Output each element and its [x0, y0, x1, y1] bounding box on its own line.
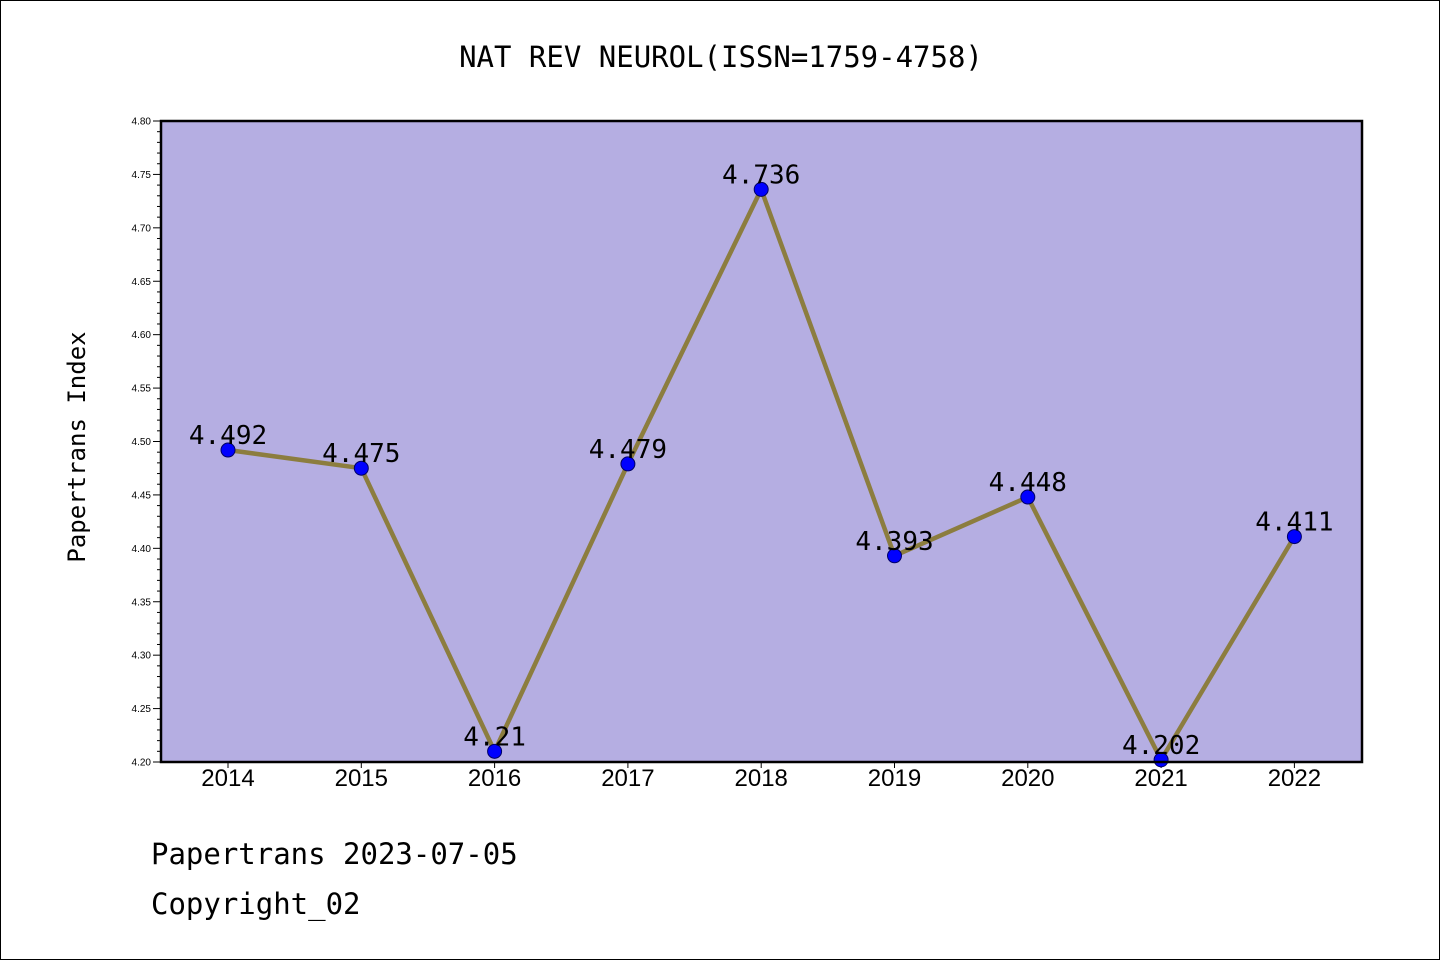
data-label-2014: 4.492: [189, 421, 267, 451]
plot-area: [161, 121, 1362, 762]
y-tick-label: 4.25: [132, 704, 152, 715]
y-tick-label: 4.40: [132, 544, 152, 555]
data-label-2016: 4.21: [463, 722, 526, 752]
data-label-2015: 4.475: [322, 439, 400, 469]
x-tick-label: 2020: [1001, 765, 1054, 792]
y-axis-label: Papertrans Index: [63, 331, 91, 562]
markers-group: [220, 181, 1302, 768]
y-tick-label: 4.45: [132, 490, 152, 501]
data-label-2021: 4.202: [1122, 731, 1200, 761]
data-point-2016: [487, 743, 503, 759]
data-point-2015: [353, 460, 369, 476]
x-tick-label: 2014: [201, 765, 254, 792]
data-label-2019: 4.393: [855, 527, 933, 557]
footer-date: Papertrans 2023-07-05: [151, 837, 518, 871]
data-labels-group: 4.492 4.475 4.21 4.479 4.736 4.393 4.448 4.202 4…: [189, 160, 1334, 760]
x-tick-label: 2018: [735, 765, 788, 792]
x-tick-label: 2016: [468, 765, 521, 792]
data-point-2021: [1153, 752, 1169, 768]
data-point-2014: [220, 442, 236, 458]
data-label-2022: 4.411: [1255, 508, 1333, 538]
data-point-2020: [1020, 489, 1036, 505]
x-tick-label: 2015: [335, 765, 388, 792]
y-tick-label: 4.30: [132, 651, 152, 662]
y-tick-label: 4.80: [132, 117, 152, 128]
data-point-2018: [753, 181, 769, 197]
y-tick-label: 4.35: [132, 597, 152, 608]
data-label-2018: 4.736: [722, 160, 800, 190]
y-tick-label: 4.60: [132, 330, 152, 341]
data-point-2022: [1286, 529, 1302, 545]
y-tick-label: 4.65: [132, 277, 152, 288]
y-tick-label: 4.20: [132, 758, 152, 769]
data-point-2019: [887, 548, 902, 564]
y-tick-label: 4.50: [132, 437, 152, 448]
x-tick-label: 2019: [868, 765, 921, 792]
x-tick-label: 2021: [1134, 765, 1187, 792]
chart-title: NAT REV NEUROL(ISSN=1759-4758): [459, 40, 983, 74]
x-axis-ticks: 2014 2015 2016 2017 2018 2019 2020 2021 2022: [201, 762, 1321, 792]
y-tick-label: 4.75: [132, 170, 152, 181]
x-tick-label: 2022: [1268, 765, 1321, 792]
data-label-2017: 4.479: [589, 435, 667, 465]
data-point-2017: [620, 456, 636, 472]
data-label-2020: 4.448: [989, 468, 1067, 498]
footer-copyright: Copyright_02: [151, 887, 361, 921]
x-tick-label: 2017: [601, 765, 654, 792]
y-tick-label: 4.70: [132, 223, 152, 234]
y-tick-label: 4.55: [132, 384, 152, 395]
plot-border: [159, 119, 1364, 764]
y-axis-ticks: 4.20 4.25 4.30 4.35 4.40 4.45 4.50 4.55 4.60 4.65…: [132, 117, 161, 769]
